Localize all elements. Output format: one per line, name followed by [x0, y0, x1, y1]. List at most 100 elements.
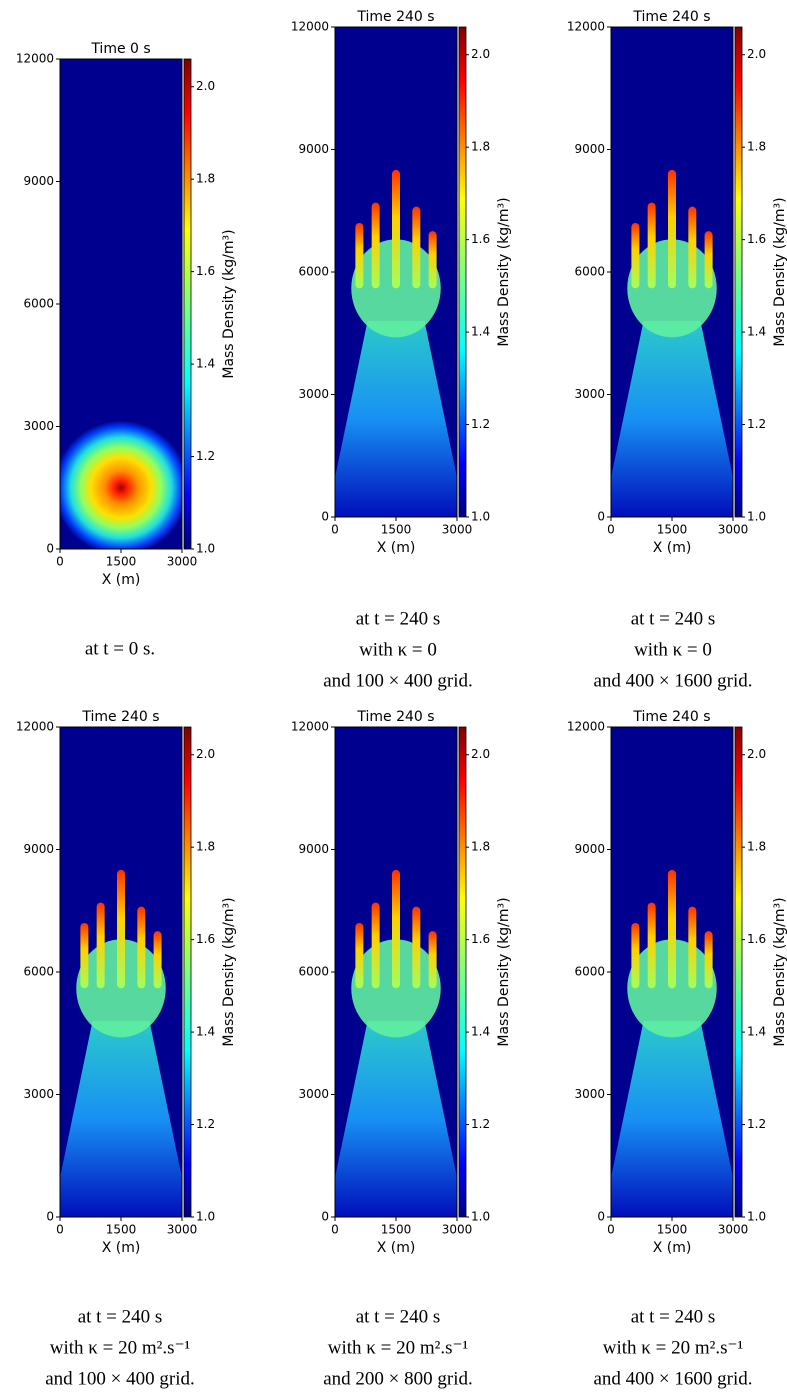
- panel-title: Time 240 s: [356, 9, 434, 25]
- plume-stem: [335, 321, 457, 517]
- caption-line: with κ = 0: [634, 639, 712, 660]
- panel: Time 240 s 0 3000 6000 9000 12000 0 1500 3000 X (…: [567, 9, 787, 691]
- plume-finger: [412, 906, 421, 989]
- colorbar-tick-label: 1.8: [471, 140, 490, 154]
- density-field: [60, 727, 182, 1217]
- x-tick-label: 1500: [106, 1223, 137, 1237]
- colorbar-tick-label: 1.0: [471, 510, 490, 524]
- colorbar-tick-label: 2.0: [471, 747, 490, 761]
- panel: Time 240 s 0 3000 6000 9000 12000 0 1500 3000 X (…: [291, 709, 512, 1389]
- colorbar-tick-label: 1.2: [747, 417, 766, 431]
- y-tick-label: 0: [597, 510, 605, 524]
- caption-line: at t = 240 s: [631, 608, 716, 629]
- caption-line: and 100 × 400 grid.: [323, 670, 473, 691]
- plume-stem: [611, 1021, 733, 1217]
- colorbar-tick-label: 1.6: [196, 932, 215, 946]
- density-field: [611, 27, 733, 517]
- y-tick-label: 3000: [574, 387, 605, 401]
- colorbar-tick-label: 1.0: [747, 1210, 766, 1224]
- plume-finger: [688, 206, 697, 289]
- colorbar-tick-label: 2.0: [196, 79, 215, 93]
- x-tick-label: 3000: [718, 523, 749, 537]
- colorbar: [183, 726, 192, 1218]
- colorbar-tick-label: 1.8: [196, 840, 215, 854]
- y-tick-label: 0: [46, 1210, 54, 1224]
- colorbar-tick-label: 2.0: [747, 747, 766, 761]
- y-tick-label: 6000: [23, 297, 54, 311]
- colorbar: [458, 26, 467, 518]
- colorbar-tick-label: 1.6: [747, 232, 766, 246]
- y-tick-label: 12000: [567, 720, 605, 734]
- y-tick-label: 6000: [574, 965, 605, 979]
- colorbar-tick-label: 1.8: [196, 172, 215, 186]
- y-tick-label: 6000: [298, 265, 329, 279]
- x-tick-label: 1500: [657, 1223, 688, 1237]
- colorbar: [734, 26, 743, 518]
- caption-line: and 200 × 800 grid.: [323, 1368, 473, 1389]
- y-tick-label: 0: [321, 1210, 329, 1224]
- x-axis-label: X (m): [102, 572, 141, 588]
- y-tick-label: 12000: [291, 720, 329, 734]
- colorbar: [458, 726, 467, 1218]
- y-tick-label: 3000: [23, 419, 54, 433]
- x-tick-label: 3000: [167, 555, 198, 569]
- plume-finger: [371, 202, 380, 289]
- density-field: [611, 727, 733, 1217]
- colorbar: [183, 58, 192, 550]
- plume-stem: [335, 1021, 457, 1217]
- x-tick-label: 3000: [167, 1223, 198, 1237]
- colorbar-tick-label: 1.0: [196, 1210, 215, 1224]
- colorbar-tick-label: 1.8: [747, 140, 766, 154]
- caption-line: with κ = 0: [359, 639, 437, 660]
- panel-title: Time 240 s: [632, 709, 710, 725]
- panel-title: Time 240 s: [632, 9, 710, 25]
- colorbar-tick-label: 1.2: [747, 1117, 766, 1131]
- x-tick-label: 0: [56, 1223, 64, 1237]
- density-field: [335, 727, 457, 1217]
- panel: Time 240 s 0 3000 6000 9000 12000 0 1500 3000 X (…: [291, 9, 512, 691]
- y-tick-label: 12000: [567, 20, 605, 34]
- density-blob: [60, 420, 182, 549]
- y-tick-label: 0: [597, 1210, 605, 1224]
- colorbar-tick-label: 2.0: [196, 747, 215, 761]
- caption-line: with κ = 20 m².s⁻¹: [603, 1337, 744, 1358]
- caption-line: at t = 240 s: [356, 1306, 441, 1327]
- plume-finger: [355, 223, 364, 289]
- colorbar-tick-label: 1.4: [471, 325, 490, 339]
- y-tick-label: 9000: [23, 174, 54, 188]
- colorbar: [734, 726, 743, 1218]
- plume-finger: [412, 206, 421, 289]
- plume-finger: [137, 906, 146, 989]
- colorbar-tick-label: 1.4: [747, 1025, 766, 1039]
- panel: Time 0 s 0 3000 6000 9000 12000 0 1500 3000 X (m)…: [16, 41, 237, 659]
- x-axis-label: X (m): [653, 1240, 692, 1256]
- panel: Time 240 s 0 3000 6000 9000 12000 0 1500 3000 X (…: [16, 709, 237, 1389]
- y-tick-label: 12000: [291, 20, 329, 34]
- caption-line: at t = 240 s: [356, 608, 441, 629]
- y-tick-label: 0: [46, 542, 54, 556]
- colorbar-label: Mass Density (kg/m³): [221, 229, 237, 378]
- x-axis-label: X (m): [653, 540, 692, 556]
- y-tick-label: 12000: [16, 52, 54, 66]
- plume-finger: [153, 931, 162, 989]
- plume-finger: [668, 169, 676, 289]
- caption-line: at t = 240 s: [78, 1306, 163, 1327]
- y-tick-label: 3000: [298, 1087, 329, 1101]
- colorbar-tick-label: 1.0: [471, 1210, 490, 1224]
- y-tick-label: 9000: [298, 842, 329, 856]
- panel-title: Time 240 s: [356, 709, 434, 725]
- plume-finger: [631, 923, 640, 989]
- x-tick-label: 0: [56, 555, 64, 569]
- colorbar-tick-label: 1.6: [747, 932, 766, 946]
- plume-finger: [392, 869, 400, 989]
- x-tick-label: 3000: [442, 1223, 473, 1237]
- x-tick-label: 0: [331, 523, 339, 537]
- colorbar-tick-label: 1.6: [471, 932, 490, 946]
- colorbar-tick-label: 1.4: [471, 1025, 490, 1039]
- x-tick-label: 1500: [381, 523, 412, 537]
- caption-line: and 400 × 1600 grid.: [593, 670, 752, 691]
- plume-finger: [371, 902, 380, 989]
- caption-line: and 400 × 1600 grid.: [593, 1368, 752, 1389]
- y-tick-label: 9000: [23, 842, 54, 856]
